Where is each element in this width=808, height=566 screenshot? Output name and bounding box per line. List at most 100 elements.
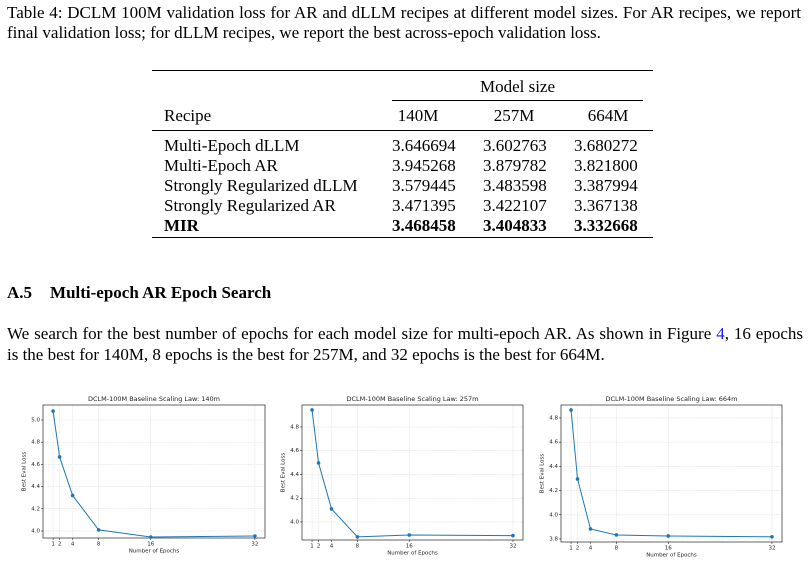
point — [57, 455, 62, 459]
point — [329, 507, 334, 511]
cell: 3.646694 — [392, 136, 456, 155]
section-heading: A.5 Multi-epoch AR Epoch Search — [7, 283, 271, 303]
point — [51, 409, 55, 413]
column-header: 664M — [587, 106, 629, 125]
chart-title: DCLM-100M Baseline Scaling Law: 140m — [88, 395, 220, 403]
plot-frame — [560, 404, 783, 543]
x-tick-label: 32 — [251, 542, 258, 548]
x-tick-label: 16 — [147, 542, 154, 548]
x-axis-label: Number of Epochs — [646, 553, 697, 559]
cell: 3.367138 — [574, 196, 638, 215]
y-tick-label: 4.6 — [31, 462, 40, 468]
cell: 3.332668 — [574, 216, 638, 235]
point — [407, 533, 412, 537]
cell: 3.879782 — [483, 156, 547, 175]
x-tick-label: 1 — [51, 542, 55, 548]
line — [311, 409, 513, 538]
column-header: 140M — [397, 106, 439, 125]
point — [575, 477, 580, 481]
x-tick-label: 4 — [589, 546, 593, 552]
x-axis-label: Number of Epochs — [129, 549, 180, 555]
figure-link[interactable]: 4 — [716, 324, 725, 343]
x-tick-label: 2 — [317, 544, 321, 550]
cell: 3.579445 — [392, 176, 456, 195]
point — [316, 461, 321, 465]
rule — [392, 100, 643, 101]
y-axis-label: Best Eval Loss — [540, 454, 546, 494]
point — [666, 534, 671, 538]
cell: 3.483598 — [483, 176, 547, 195]
cell: 3.387994 — [574, 176, 638, 195]
x-tick-label: 1 — [310, 544, 314, 550]
x-tick-label: 4 — [71, 542, 75, 548]
plot-frame — [301, 404, 524, 541]
line — [570, 409, 772, 538]
rule — [152, 130, 653, 131]
cell: 3.945268 — [392, 156, 456, 175]
x-tick-label: 32 — [768, 546, 775, 552]
x-tick-label: 1 — [569, 546, 573, 552]
point — [253, 534, 257, 538]
cell: 3.602763 — [483, 136, 547, 155]
x-tick-label: 8 — [97, 542, 101, 548]
y-tick-label: 4.4 — [549, 464, 558, 470]
rule — [152, 237, 653, 239]
text: , 16 epochs is the best for 140M, 8 epoc… — [7, 324, 804, 364]
y-tick-label: 4.0 — [290, 519, 299, 525]
cell: 3.422107 — [483, 196, 547, 215]
y-tick-label: 4.8 — [549, 415, 558, 421]
section-number: A.5 — [7, 283, 33, 302]
point — [569, 408, 573, 412]
paragraph: We search for the best number of epochs … — [7, 323, 803, 365]
cell: 3.468458 — [392, 216, 456, 235]
point — [614, 533, 619, 537]
y-axis-label: Best Eval Loss — [22, 452, 28, 492]
line — [52, 411, 255, 538]
table-caption: Table 4: DCLM 100M validation loss for A… — [7, 3, 801, 42]
point — [355, 535, 360, 539]
cell: 3.404833 — [483, 216, 547, 235]
y-tick-label: 4.6 — [290, 448, 299, 454]
group-header: Model size — [479, 77, 556, 96]
y-tick-label: 4.2 — [549, 488, 558, 494]
x-tick-label: 32 — [509, 544, 516, 550]
x-tick-label: 4 — [330, 544, 334, 550]
x-axis-label: Number of Epochs — [387, 551, 438, 557]
y-tick-label: 4.8 — [290, 424, 299, 430]
cell: 3.821800 — [574, 156, 638, 175]
x-tick-label: 8 — [615, 546, 619, 552]
row-label: MIR — [164, 216, 199, 235]
y-tick-label: 4.2 — [290, 496, 299, 502]
y-tick-label: 4.6 — [549, 440, 558, 446]
y-tick-label: 4.0 — [31, 529, 40, 535]
y-tick-label: 4.4 — [290, 472, 299, 478]
point — [96, 528, 101, 532]
row-label: Strongly Regularized dLLM — [164, 176, 358, 195]
x-tick-label: 16 — [665, 546, 672, 552]
point — [148, 535, 153, 539]
point — [70, 493, 75, 498]
point — [310, 408, 314, 412]
section-title: Multi-epoch AR Epoch Search — [50, 283, 272, 302]
column-header: Recipe — [164, 106, 212, 125]
chart-title: DCLM-100M Baseline Scaling Law: 664m — [606, 395, 738, 403]
x-tick-label: 2 — [576, 546, 580, 552]
y-tick-label: 4.4 — [31, 484, 40, 490]
chart-title: DCLM-100M Baseline Scaling Law: 257m — [347, 395, 479, 403]
y-tick-label: 4.8 — [31, 440, 40, 446]
x-tick-label: 16 — [406, 544, 413, 550]
x-tick-label: 2 — [58, 542, 62, 548]
point — [770, 534, 774, 539]
text: We search for the best number of epochs … — [7, 324, 712, 343]
y-axis-label: Best Eval Loss — [281, 453, 287, 493]
plot-frame — [42, 404, 266, 539]
y-tick-label: 4.0 — [549, 512, 558, 518]
point — [588, 527, 593, 531]
row-label: Multi-Epoch AR — [164, 156, 278, 175]
row-label: Strongly Regularized AR — [164, 196, 336, 215]
y-tick-label: 5.0 — [31, 417, 40, 423]
row-label: Multi-Epoch dLLM — [164, 136, 300, 155]
point — [511, 533, 515, 538]
